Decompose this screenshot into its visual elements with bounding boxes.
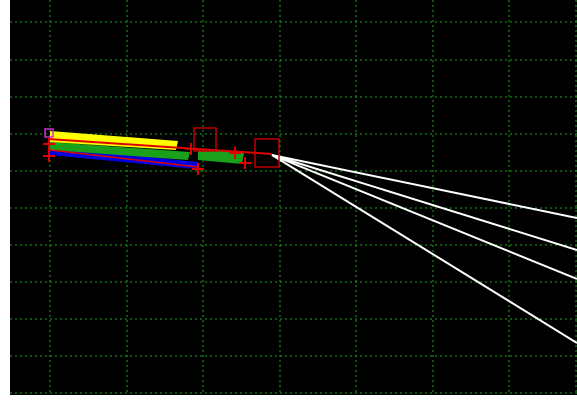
selection-boxes-layer	[193, 127, 280, 168]
ray-2	[271, 154, 577, 251]
cross-marker[interactable]	[43, 150, 55, 162]
cross-marker[interactable]	[192, 163, 204, 175]
scene-canvas[interactable]	[10, 0, 577, 395]
ray-3	[271, 154, 577, 280]
connector-line	[49, 149, 199, 168]
cross-marker[interactable]	[239, 157, 251, 169]
ray-4	[271, 154, 577, 344]
markers-layer	[43, 138, 251, 175]
cross-marker[interactable]	[185, 143, 197, 155]
grid-layer	[10, 0, 577, 395]
rays-layer	[271, 154, 577, 344]
cross-marker[interactable]	[43, 138, 55, 150]
ray-1	[271, 154, 577, 219]
plot-viewport[interactable]	[10, 0, 577, 395]
cross-marker[interactable]	[229, 147, 241, 159]
handle-marker[interactable]	[44, 128, 54, 138]
green-bar[interactable]	[50, 142, 190, 160]
selection-box[interactable]	[254, 138, 280, 168]
selection-box[interactable]	[193, 127, 217, 152]
